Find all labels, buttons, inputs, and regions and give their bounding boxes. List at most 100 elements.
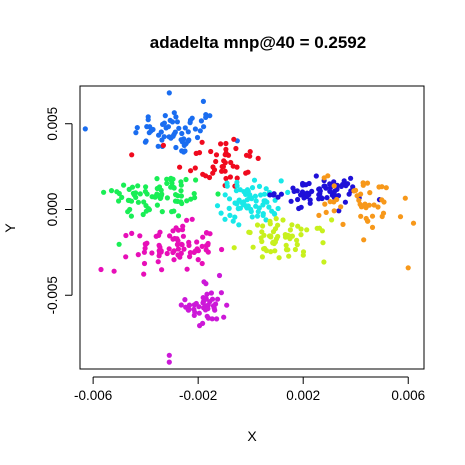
- data-point-series-6: [296, 205, 302, 212]
- data-point-series-4: [218, 290, 224, 296]
- data-point-series-4: [201, 305, 207, 311]
- data-point-series-1: [223, 150, 229, 156]
- data-point-series-7: [259, 254, 265, 260]
- data-point-series-7: [292, 246, 298, 253]
- data-point-series-3: [173, 225, 179, 231]
- data-point-series-4: [221, 314, 227, 320]
- data-point-series-3: [167, 233, 173, 239]
- data-point-series-8: [354, 193, 360, 199]
- data-point-series-5: [258, 192, 264, 198]
- data-point-series-3: [189, 216, 195, 222]
- data-point-series-2: [168, 175, 174, 181]
- data-point-series-8: [327, 199, 333, 205]
- data-point-series-2: [164, 180, 170, 186]
- data-point-series-2: [171, 208, 177, 214]
- data-point-series-2: [128, 213, 134, 219]
- data-point-series-2: [193, 177, 199, 183]
- data-point-series-2: [179, 200, 185, 207]
- data-point-series-5: [235, 206, 241, 212]
- data-point-series-7: [320, 240, 326, 246]
- data-point-series-5: [269, 208, 275, 214]
- data-point-series-0: [161, 134, 167, 140]
- data-point-series-4: [192, 309, 198, 315]
- data-point-series-0: [145, 114, 151, 120]
- y-tick-label: 0.000: [45, 193, 60, 227]
- data-point-series-1: [220, 163, 226, 170]
- data-point-series-7: [304, 227, 310, 233]
- data-point-series-6: [348, 175, 354, 181]
- data-point-series-0: [155, 143, 161, 149]
- data-point-series-6: [324, 195, 330, 201]
- data-point-series-0: [194, 134, 201, 141]
- data-point-series-7: [275, 233, 281, 240]
- data-point-series-1: [196, 150, 203, 156]
- data-point-series-6: [301, 195, 307, 201]
- data-point-series-0: [174, 119, 180, 125]
- data-point-series-5: [249, 196, 255, 202]
- data-point-series-5: [252, 193, 258, 199]
- data-point-series-0: [162, 113, 168, 119]
- data-point-series-6: [307, 200, 313, 206]
- data-point-series-7: [259, 229, 265, 235]
- data-point-series-0: [150, 126, 156, 133]
- data-point-series-1: [230, 163, 236, 169]
- data-point-series-3: [157, 250, 163, 256]
- data-point-series-5: [260, 202, 266, 208]
- data-point-series-2: [154, 202, 160, 208]
- plot-frame: [79, 85, 425, 370]
- data-point-series-7: [275, 222, 281, 228]
- data-point-series-5: [261, 191, 268, 197]
- data-point-series-7: [259, 238, 265, 245]
- data-point-series-0: [179, 130, 185, 137]
- data-point-series-7: [283, 242, 289, 248]
- data-point-series-1: [213, 158, 219, 165]
- data-point-series-8: [331, 183, 337, 189]
- data-point-series-0: [165, 124, 171, 130]
- data-point-series-8: [365, 218, 371, 224]
- data-point-series-3: [207, 231, 213, 237]
- data-point-series-2: [178, 179, 184, 185]
- data-point-series-6: [336, 208, 342, 214]
- data-point-series-0: [166, 90, 172, 96]
- data-point-series-6: [318, 195, 324, 201]
- data-point-series-0: [143, 138, 149, 144]
- data-point-series-6: [334, 186, 340, 192]
- data-point-series-7: [294, 237, 300, 243]
- data-point-series-3: [98, 266, 104, 273]
- data-point-series-5: [243, 203, 249, 209]
- data-point-series-6: [275, 194, 281, 200]
- data-point-series-7: [329, 217, 335, 223]
- data-point-series-6: [291, 188, 297, 194]
- data-point-series-7: [295, 223, 301, 229]
- data-point-series-0: [156, 132, 162, 138]
- data-point-series-0: [171, 110, 177, 116]
- data-point-series-6: [309, 188, 315, 194]
- y-tick-label: -0.005: [45, 276, 60, 314]
- data-point-series-7: [276, 255, 282, 261]
- data-point-series-0: [176, 125, 182, 131]
- data-point-series-7: [321, 259, 327, 265]
- data-point-series-5: [234, 201, 240, 207]
- data-point-series-3: [171, 257, 177, 263]
- data-point-series-2: [173, 192, 179, 198]
- data-point-series-5: [224, 183, 230, 189]
- data-point-series-2: [157, 195, 163, 201]
- data-point-series-5: [254, 213, 261, 219]
- data-point-series-8: [316, 212, 322, 218]
- data-point-series-5: [260, 211, 266, 217]
- data-point-series-3: [187, 250, 193, 256]
- data-point-series-4: [214, 316, 220, 322]
- data-point-series-8: [383, 185, 389, 191]
- data-point-series-3: [141, 249, 147, 255]
- x-axis: -0.006 -0.002 0.002 0.006: [74, 376, 425, 403]
- data-point-series-7: [273, 216, 279, 222]
- data-point-series-5: [247, 192, 253, 198]
- data-point-series-7: [247, 229, 253, 236]
- data-point-series-1: [223, 140, 229, 147]
- data-point-series-4: [185, 307, 191, 313]
- data-point-series-8: [376, 184, 382, 190]
- data-point-series-3: [129, 230, 135, 236]
- data-point-series-4: [204, 313, 210, 319]
- y-axis: -0.005 0.000 0.005: [45, 107, 73, 314]
- data-point-series-6: [350, 184, 356, 190]
